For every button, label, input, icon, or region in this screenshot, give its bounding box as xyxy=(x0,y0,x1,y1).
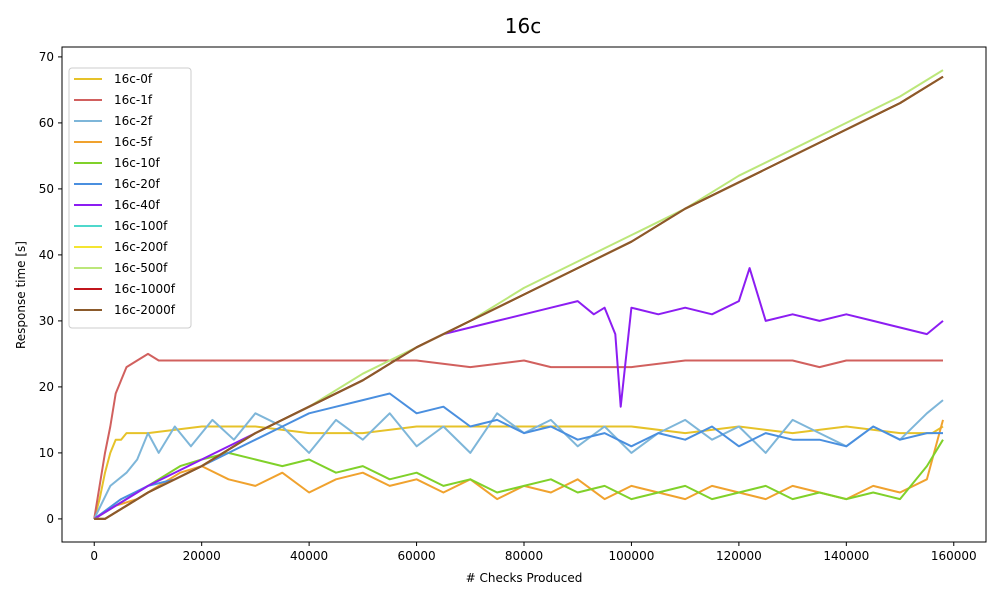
y-tick-label-4: 40 xyxy=(39,248,54,262)
series-line-9 xyxy=(94,69,944,520)
y-tick-label-5: 50 xyxy=(39,182,54,196)
series-line-5 xyxy=(93,392,943,520)
x-axis: 0 20000 40000 60000 80000 100000 120000 140000 1… xyxy=(90,542,977,563)
chart-title: 16c xyxy=(505,14,541,38)
x-tick-label-7: 140000 xyxy=(823,549,869,563)
x-tick-label-4: 80000 xyxy=(505,549,543,563)
legend-label-10: 16c-1000f xyxy=(114,282,176,296)
y-axis: 0 10 20 30 40 50 60 70 xyxy=(39,50,62,526)
y-tick-label-1: 10 xyxy=(39,446,54,460)
legend-label-1: 16c-1f xyxy=(114,93,153,107)
y-tick-label-7: 70 xyxy=(39,50,54,64)
y-tick-label-0: 0 xyxy=(46,512,54,526)
legend-label-5: 16c-20f xyxy=(114,177,160,191)
y-axis-label: Response time [s] xyxy=(14,241,28,349)
x-axis-label: # Checks Produced xyxy=(466,571,583,585)
x-tick-label-5: 100000 xyxy=(609,549,655,563)
series-line-0 xyxy=(93,425,944,520)
series-line-2 xyxy=(93,399,944,520)
series-line-11 xyxy=(94,75,944,520)
legend-box xyxy=(68,67,192,329)
x-tick-label-1: 20000 xyxy=(183,549,221,563)
x-tick-label-0: 0 xyxy=(90,549,98,563)
legend-label-3: 16c-5f xyxy=(114,135,153,149)
series-line-6 xyxy=(93,267,944,520)
legend-label-11: 16c-2000f xyxy=(114,303,176,317)
y-tick-label-3: 30 xyxy=(39,314,54,328)
legend-label-4: 16c-10f xyxy=(114,156,160,170)
legend-label-7: 16c-100f xyxy=(114,219,168,233)
x-tick-label-8: 160000 xyxy=(931,549,977,563)
legend-label-2: 16c-2f xyxy=(114,114,153,128)
legend-label-8: 16c-200f xyxy=(114,240,168,254)
y-tick-label-6: 60 xyxy=(39,116,54,130)
y-tick-label-2: 20 xyxy=(39,380,54,394)
series-line-3 xyxy=(93,419,944,520)
legend-label-0: 16c-0f xyxy=(114,72,153,86)
x-tick-label-3: 60000 xyxy=(397,549,435,563)
legend-label-9: 16c-500f xyxy=(114,261,168,275)
x-tick-label-2: 40000 xyxy=(290,549,328,563)
series-line-4 xyxy=(93,439,944,520)
series-line-1 xyxy=(93,352,943,520)
legend: 16c-0f 16c-1f 16c-2f 16c-5f 16c-10f 16c-20f 16… xyxy=(68,67,192,329)
plot-area xyxy=(93,69,944,520)
legend-label-6: 16c-40f xyxy=(114,198,160,212)
x-tick-label-6: 120000 xyxy=(716,549,762,563)
